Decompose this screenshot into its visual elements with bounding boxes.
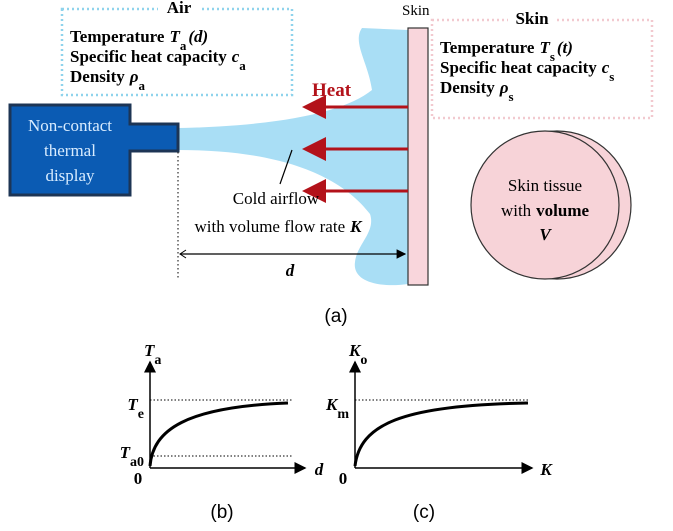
origin-label: 0: [339, 469, 348, 488]
property-subscript: s: [609, 69, 614, 84]
property-subscript: a: [139, 78, 146, 93]
property-argument: (d): [188, 27, 208, 46]
property-label: Specific heat capacity: [440, 58, 597, 77]
property-symbol: ρ: [129, 67, 139, 86]
property-symbol: T: [169, 27, 180, 46]
subscript: a: [154, 353, 161, 368]
display-label: thermal: [44, 141, 96, 160]
display-label: display: [45, 166, 95, 185]
tissue-text: with: [501, 201, 532, 220]
property-label: Specific heat capacity: [70, 47, 227, 66]
property-subscript: s: [509, 89, 514, 104]
symbol: T: [144, 341, 155, 360]
tissue-bold: volume: [536, 201, 589, 220]
symbol: T: [127, 395, 138, 414]
panel-caption: (b): [210, 502, 233, 523]
axis-symbol: Te: [127, 395, 144, 422]
panel-caption: (c): [413, 502, 435, 523]
tissue-symbol: V: [539, 225, 552, 244]
property-label: Temperature: [70, 27, 165, 46]
heat-label: Heat: [312, 80, 352, 101]
airflow-symbol: K: [349, 217, 363, 236]
airflow-label: Cold airflow: [233, 189, 320, 208]
graph-c-labels: Ko Km 0 K: [325, 341, 553, 488]
curve: [355, 403, 528, 466]
skin-title: Skin: [515, 9, 549, 28]
panel-caption: (a): [324, 306, 347, 327]
symbol: T: [120, 443, 131, 462]
x-label: K: [539, 460, 553, 479]
figure: Air TemperatureTa(d)Specific heat capaci…: [0, 0, 673, 531]
skin-layer: [408, 28, 428, 285]
display-label: Non-contact: [28, 116, 112, 135]
x-label: d: [315, 460, 324, 479]
axis-symbol: Ko: [348, 341, 367, 368]
property-symbol: T: [539, 38, 550, 57]
airflow: [178, 28, 408, 285]
property-label: Temperature: [440, 38, 535, 57]
distance-label: d: [286, 261, 295, 280]
curve: [150, 403, 288, 466]
subscript: m: [337, 407, 349, 422]
property-label: Density: [440, 78, 495, 97]
air-title: Air: [167, 0, 192, 17]
graph-c-axes: [355, 362, 532, 468]
subscript: o: [360, 353, 367, 368]
property-argument: (t): [557, 38, 573, 57]
tissue-label: Skin tissue: [508, 176, 582, 195]
property-subscript: a: [239, 58, 246, 73]
axis-symbol: Km: [325, 395, 349, 422]
airflow-text: with volume flow rate: [195, 217, 346, 236]
axis-symbol: Ta: [144, 341, 161, 368]
graph-b-axes: [150, 362, 305, 468]
property-label: Density: [70, 67, 125, 86]
axis-symbol: Ta0: [120, 443, 144, 470]
property-symbol: ρ: [499, 78, 509, 97]
skin-label: Skin: [402, 3, 430, 19]
subscript: e: [138, 407, 144, 422]
origin-label: 0: [134, 469, 143, 488]
subscript: a0: [130, 455, 144, 470]
